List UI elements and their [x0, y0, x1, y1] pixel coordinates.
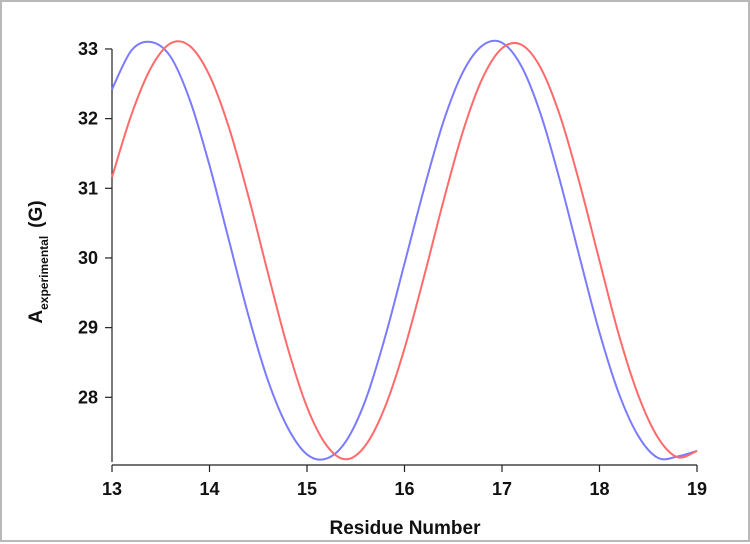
tick-labels: 28 29 30 31 32 33 13 14 15 16 17 18 19	[78, 39, 707, 499]
series-line-2	[111, 40, 698, 461]
series-line-1	[111, 39, 698, 461]
x-tick-label: 18	[589, 479, 609, 499]
x-tick-label: 16	[394, 479, 414, 499]
x-axis-label: Residue Number	[330, 518, 482, 539]
x-tick-label: 17	[492, 479, 512, 499]
y-tick-label: 30	[78, 248, 98, 268]
y-axis-label: Aexperimental (G)	[26, 200, 51, 323]
y-axis-label-subscript: experimental	[37, 236, 51, 310]
y-axis-label-unit: (G)	[26, 200, 47, 227]
y-axis-label-main: A	[26, 310, 47, 324]
x-tick-label: 15	[297, 479, 317, 499]
y-tick-label: 33	[78, 39, 98, 59]
y-tick-label: 28	[78, 387, 98, 407]
y-tick-label: 31	[78, 178, 98, 198]
x-tick-label: 14	[199, 479, 219, 499]
series-layer	[111, 39, 698, 461]
x-tick-label: 19	[687, 479, 707, 499]
axes	[105, 48, 698, 472]
x-tick-label: 13	[102, 479, 122, 499]
y-tick-label: 32	[78, 109, 98, 129]
y-tick-label: 29	[78, 318, 98, 338]
